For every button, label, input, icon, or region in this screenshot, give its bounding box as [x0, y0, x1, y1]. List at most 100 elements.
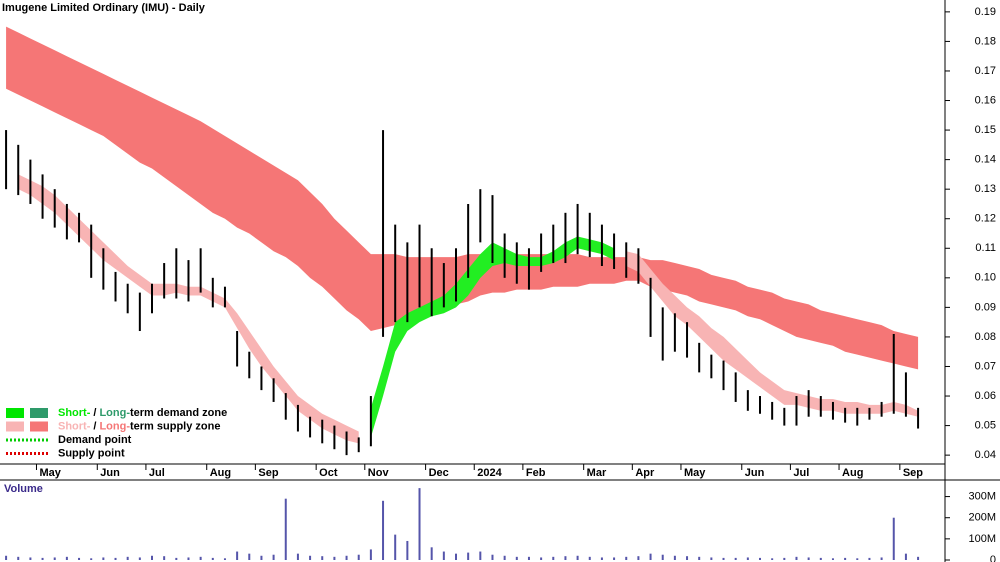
- volume-bar: [467, 552, 470, 560]
- volume-bar: [29, 557, 32, 560]
- volume-bar: [686, 556, 689, 560]
- x-tick-label: Mar: [587, 467, 607, 479]
- legend-text-part: Short-: [58, 420, 91, 432]
- y-tick-label: 0.18: [975, 35, 996, 47]
- volume-bar: [357, 554, 360, 560]
- legend-text-part: Supply point: [58, 447, 125, 459]
- chart-title: Imugene Limited Ordinary (IMU) - Daily: [2, 2, 206, 14]
- volume-bar: [248, 553, 251, 560]
- labels: 0.04 0.05 0.06 0.07 0.08 0.09 0.10 0.11 0.12 0.13…: [6, 6, 996, 562]
- y-tick-label: 0.08: [975, 331, 996, 343]
- x-tick-label: Nov: [368, 467, 390, 479]
- x-tick-label: 2024: [477, 467, 502, 479]
- x-tick-label: Sep: [258, 467, 278, 479]
- volume-bar: [807, 557, 810, 560]
- volume-bar: [600, 557, 603, 560]
- volume-bar: [491, 554, 494, 560]
- volume-bar: [455, 553, 457, 560]
- x-tick-label: Jul: [149, 467, 165, 479]
- x-tick-label: May: [684, 467, 706, 479]
- volume-bar: [479, 551, 482, 560]
- volume-bar: [783, 557, 786, 560]
- legend-swatch: [30, 421, 48, 432]
- x-tick-label: Aug: [210, 467, 231, 479]
- volume-bar: [564, 556, 567, 560]
- volume-bar: [333, 556, 336, 560]
- y-tick-label: 0.12: [975, 213, 996, 225]
- legend-text-part: term demand zone: [130, 407, 227, 419]
- y-tick-label: 0.14: [975, 154, 996, 166]
- volume-bar: [406, 540, 409, 560]
- volume-bar: [138, 557, 141, 560]
- x-tick-label: Aug: [842, 467, 863, 479]
- volume-bar: [260, 555, 263, 560]
- legend-text-part: Long-: [99, 420, 130, 432]
- volume-bar: [17, 556, 20, 560]
- volume-bar: [382, 500, 385, 560]
- volume-bar: [576, 555, 579, 560]
- y-tick-label: 0.17: [975, 65, 996, 77]
- volume-bar: [771, 558, 774, 560]
- y-tick-label: 0.10: [975, 272, 996, 284]
- volume-bar: [163, 556, 166, 560]
- volume-bar: [321, 556, 324, 560]
- zone-band: [18, 174, 359, 444]
- volume-bar: [65, 556, 68, 560]
- volume-bar: [78, 557, 81, 560]
- volume-bar: [904, 553, 907, 560]
- volume-bar: [917, 556, 920, 560]
- volume-bar: [126, 556, 129, 560]
- y-tick-label: 0.13: [975, 183, 996, 195]
- legend-swatch: [6, 408, 24, 418]
- y-tick-label: 300M: [968, 490, 996, 502]
- x-tick-label: Jul: [793, 467, 809, 479]
- legend-text-part: Demand point: [58, 434, 132, 446]
- volume-bar: [284, 498, 287, 560]
- volume-bar: [831, 558, 834, 560]
- volume-bar: [710, 557, 713, 560]
- x-tick-label: Apr: [635, 467, 655, 479]
- volume-bar: [625, 556, 628, 560]
- volume-bar: [722, 557, 725, 560]
- volume-bar: [734, 557, 737, 560]
- y-tick-label: 0.05: [975, 419, 996, 431]
- volume-bar: [649, 553, 652, 560]
- volume-bar: [430, 547, 433, 560]
- y-tick-label: 0: [990, 554, 996, 562]
- volume-bar: [503, 555, 506, 560]
- y-tick-label: 0.04: [975, 449, 996, 461]
- volume-bar: [187, 557, 190, 560]
- volume-bar: [53, 557, 56, 560]
- volume-bar: [698, 556, 701, 560]
- legend-label: Short- / Long-term supply zone: [58, 420, 220, 432]
- volume-bar: [223, 558, 226, 560]
- volume-bar: [272, 554, 275, 560]
- volume-bar: [309, 555, 312, 560]
- y-tick-label: 0.07: [975, 360, 996, 372]
- volume-bar: [102, 557, 105, 560]
- bands: [6, 26, 919, 444]
- legend-label: Short- / Long-term demand zone: [58, 407, 227, 419]
- volume-bar: [175, 557, 178, 560]
- y-tick-label: 0.09: [975, 301, 996, 313]
- y-tick-label: 0.06: [975, 390, 996, 402]
- zone-band: [6, 26, 919, 370]
- volume-bar: [637, 556, 640, 560]
- legend-label: Demand point: [58, 434, 132, 446]
- volume-bar: [795, 556, 798, 560]
- volume-bar: [746, 557, 749, 560]
- volume-bar: [199, 556, 202, 560]
- volume-bar: [236, 551, 239, 560]
- volume-bar: [151, 555, 153, 560]
- legend-text-part: Long-: [99, 407, 130, 419]
- legend-text-part: /: [93, 407, 96, 419]
- volume-bars: [5, 488, 920, 560]
- volume-title: Volume: [4, 483, 43, 495]
- volume-bar: [880, 557, 883, 560]
- volume-bar: [588, 556, 591, 560]
- y-tick-label: 0.16: [975, 94, 996, 106]
- volume-bar: [114, 557, 117, 560]
- volume-bar: [442, 551, 445, 560]
- x-tick-label: Oct: [319, 467, 338, 479]
